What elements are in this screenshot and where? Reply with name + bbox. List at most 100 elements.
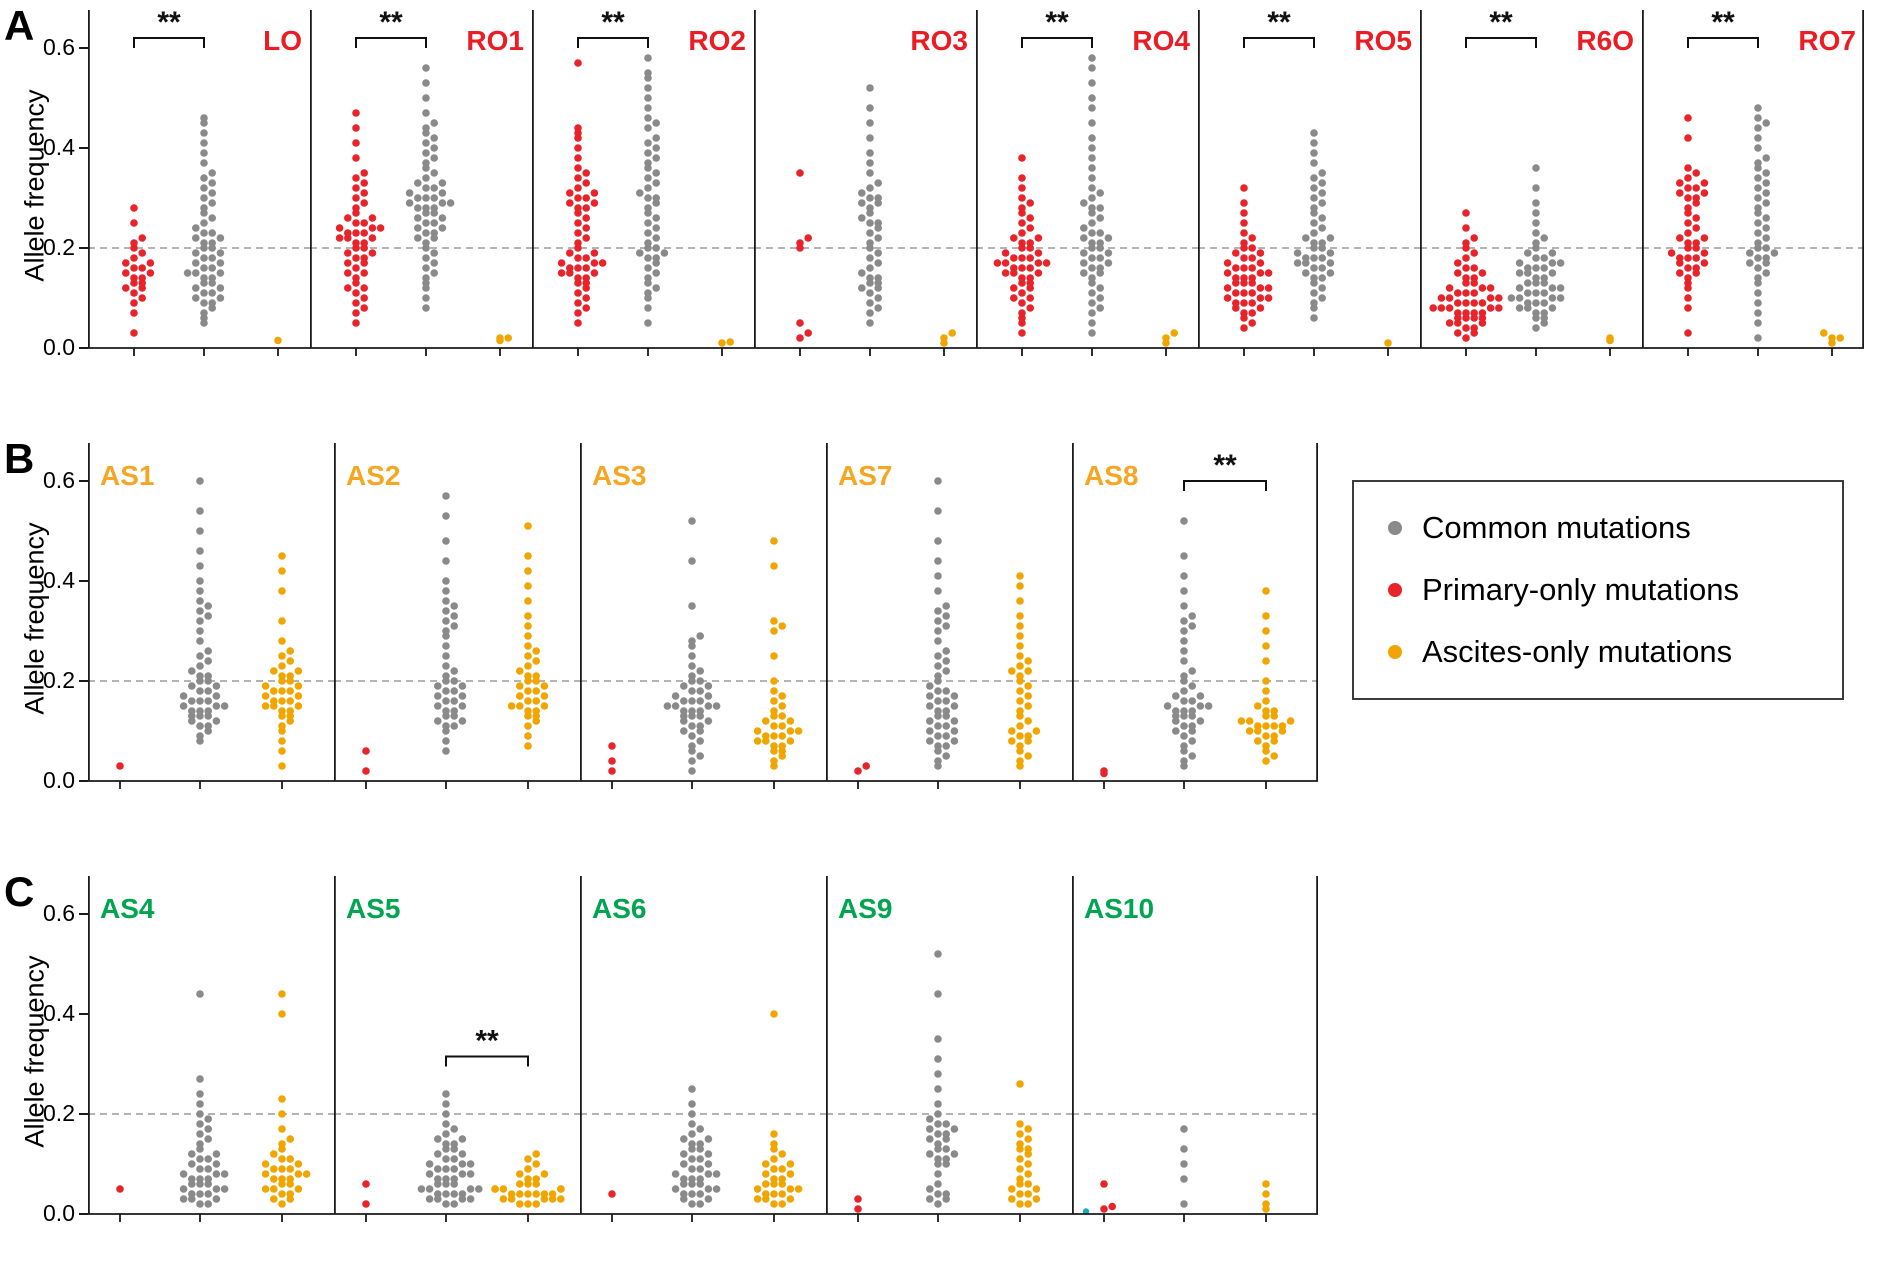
data-point-common xyxy=(1180,587,1188,595)
data-point-ascites xyxy=(261,1170,270,1178)
data-point-primary xyxy=(1462,299,1470,307)
data-point-ascites xyxy=(1024,1180,1032,1188)
data-point-ascites xyxy=(940,334,948,342)
data-point-common xyxy=(704,717,713,725)
data-point-common xyxy=(688,767,696,775)
data-point-ascites xyxy=(778,692,786,700)
data-point-common xyxy=(688,672,696,680)
data-point-primary xyxy=(574,184,582,192)
data-point-ascites xyxy=(770,1190,778,1198)
data-point-ascites xyxy=(1262,642,1270,650)
data-point-common xyxy=(1310,314,1318,322)
data-point-common xyxy=(442,687,450,695)
data-point-common xyxy=(866,104,874,112)
subplot-title: R6O xyxy=(1576,25,1634,56)
data-point-primary xyxy=(344,214,352,222)
data-point-ascites xyxy=(524,1165,532,1173)
data-point-ascites xyxy=(278,637,286,645)
data-point-common xyxy=(950,727,959,735)
data-point-common xyxy=(1080,224,1088,232)
data-point-common xyxy=(196,607,204,615)
data-point-common xyxy=(208,264,216,272)
data-point-common xyxy=(1096,294,1104,302)
data-point-ascites xyxy=(786,1160,795,1168)
data-point-common xyxy=(220,702,229,710)
data-point-common xyxy=(696,687,704,695)
data-point-ascites xyxy=(1008,737,1016,745)
data-point-primary xyxy=(376,224,385,232)
data-point-common xyxy=(926,737,934,745)
data-point-common xyxy=(680,707,688,715)
data-point-common xyxy=(458,1160,467,1168)
data-point-common xyxy=(680,727,688,735)
subplot-AS10: AS10 xyxy=(1072,876,1318,1222)
data-point-primary xyxy=(1478,299,1487,307)
data-point-primary xyxy=(608,742,616,750)
data-point-common xyxy=(422,174,430,182)
data-point-common xyxy=(1762,254,1770,262)
data-point-common xyxy=(1515,284,1524,292)
data-point-common xyxy=(950,1150,959,1158)
subplot-AS3: AS3 xyxy=(580,443,826,789)
data-point-primary xyxy=(138,274,146,282)
data-point-ascites xyxy=(1016,697,1024,705)
data-point-common xyxy=(1088,194,1096,202)
data-point-common xyxy=(1556,294,1565,302)
data-point-primary xyxy=(130,204,138,212)
data-point-common xyxy=(866,194,874,202)
data-point-common xyxy=(1754,144,1762,152)
data-point-common xyxy=(712,1170,721,1178)
data-point-common xyxy=(652,284,660,292)
data-point-common xyxy=(450,622,458,630)
data-point-common xyxy=(442,1190,450,1198)
data-point-common xyxy=(1096,214,1104,222)
data-point-primary xyxy=(608,767,616,775)
data-point-common xyxy=(926,702,934,710)
data-point-common xyxy=(663,702,672,710)
data-point-common xyxy=(942,1120,950,1128)
data-point-ascites xyxy=(524,1155,532,1163)
data-point-common xyxy=(200,174,208,182)
data-point-ascites xyxy=(532,1150,540,1158)
data-point-common xyxy=(644,274,652,282)
data-point-common xyxy=(1180,637,1188,645)
plots-C: AS4 AS5 ** AS6 AS9 AS10 xyxy=(88,876,1318,1228)
data-point-common xyxy=(926,1135,934,1143)
data-point-ascites xyxy=(1286,717,1295,725)
data-point-ascites xyxy=(1016,1120,1024,1128)
data-point-common xyxy=(196,722,204,730)
data-point-primary xyxy=(1684,204,1692,212)
data-point-primary xyxy=(1018,299,1026,307)
data-point-ascites xyxy=(1016,1080,1024,1088)
data-point-primary xyxy=(1026,304,1034,312)
data-point-ascites xyxy=(491,1185,499,1193)
data-point-primary xyxy=(1692,169,1700,177)
data-point-primary xyxy=(1692,194,1700,202)
data-point-common xyxy=(430,169,438,177)
data-point-primary xyxy=(1240,289,1248,297)
data-point-primary xyxy=(360,294,368,302)
data-point-primary xyxy=(138,249,146,257)
data-point-common xyxy=(926,717,934,725)
data-point-common xyxy=(874,274,882,282)
subplot-RO1: RO1 ** xyxy=(310,10,532,356)
data-point-common xyxy=(696,737,704,745)
data-point-common xyxy=(1532,264,1540,272)
data-point-common xyxy=(196,1190,204,1198)
data-point-ascites xyxy=(1262,742,1270,750)
data-point-ascites xyxy=(1008,1195,1016,1203)
data-point-common xyxy=(934,652,942,660)
data-point-ascites xyxy=(718,339,726,347)
data-point-common xyxy=(680,1150,688,1158)
data-point-primary xyxy=(590,269,599,277)
data-point-primary xyxy=(1010,294,1018,302)
data-point-common xyxy=(188,707,196,715)
data-point-common xyxy=(636,249,644,257)
data-point-ascites xyxy=(1016,612,1024,620)
data-point-common xyxy=(1180,742,1188,750)
data-point-primary xyxy=(1676,269,1684,277)
data-point-common xyxy=(422,219,430,227)
data-point-primary xyxy=(1248,319,1256,327)
data-point-primary xyxy=(1684,264,1692,272)
data-point-primary xyxy=(1232,289,1240,297)
